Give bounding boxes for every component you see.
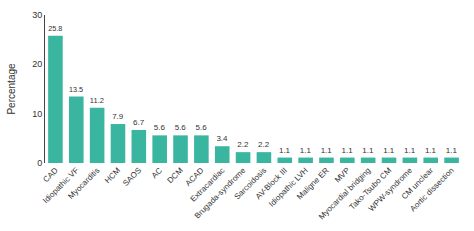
svg-text:5.6: 5.6 xyxy=(154,123,166,132)
svg-text:1.1: 1.1 xyxy=(404,146,416,155)
svg-text:CAD: CAD xyxy=(41,166,59,184)
svg-text:25.8: 25.8 xyxy=(48,24,62,33)
svg-text:AV-Block III: AV-Block III xyxy=(254,166,289,201)
svg-text:1.1: 1.1 xyxy=(279,146,291,155)
svg-text:Maligne ER: Maligne ER xyxy=(295,166,331,202)
svg-text:6.7: 6.7 xyxy=(133,118,145,127)
svg-text:1.1: 1.1 xyxy=(362,146,374,155)
svg-text:Brugada-syndrome: Brugada-syndrome xyxy=(193,165,248,220)
svg-text:13.5: 13.5 xyxy=(69,85,83,94)
svg-text:2.2: 2.2 xyxy=(258,140,270,149)
svg-text:11.2: 11.2 xyxy=(90,96,104,105)
svg-text:MVP: MVP xyxy=(333,166,352,185)
svg-text:1.1: 1.1 xyxy=(321,146,333,155)
svg-text:Idiopathic LVH: Idiopathic LVH xyxy=(267,166,310,209)
svg-text:2.2: 2.2 xyxy=(237,140,249,149)
svg-text:AC: AC xyxy=(150,166,164,180)
svg-text:20: 20 xyxy=(32,59,42,69)
svg-text:Aortic dissection: Aortic dissection xyxy=(408,166,456,214)
svg-text:10: 10 xyxy=(32,109,42,119)
svg-text:WPW-syndrome: WPW-syndrome xyxy=(367,165,415,213)
svg-text:Myocardial bridging: Myocardial bridging xyxy=(317,166,372,221)
svg-text:Extracardiac: Extracardiac xyxy=(189,166,227,204)
svg-text:1.1: 1.1 xyxy=(383,146,395,155)
svg-text:1.1: 1.1 xyxy=(425,146,437,155)
svg-text:Percentage: Percentage xyxy=(6,63,17,115)
svg-text:CM unclear: CM unclear xyxy=(400,166,436,202)
svg-text:SAOS: SAOS xyxy=(121,166,143,188)
svg-text:Sarcoidosis: Sarcoidosis xyxy=(233,166,269,202)
svg-text:3.4: 3.4 xyxy=(216,134,228,143)
svg-text:DCM: DCM xyxy=(166,166,185,185)
svg-text:5.6: 5.6 xyxy=(196,123,208,132)
svg-text:Tako-Tsubo CM: Tako-Tsubo CM xyxy=(348,166,394,212)
svg-text:Idiopathic VF: Idiopathic VF xyxy=(41,166,80,205)
svg-text:ACAD: ACAD xyxy=(184,166,206,188)
svg-text:5.6: 5.6 xyxy=(175,123,187,132)
svg-text:1.1: 1.1 xyxy=(300,146,312,155)
svg-text:30: 30 xyxy=(32,10,42,20)
svg-text:Myocarditis: Myocarditis xyxy=(66,166,101,201)
svg-text:HCM: HCM xyxy=(103,166,122,185)
svg-text:1.1: 1.1 xyxy=(341,146,353,155)
svg-text:1.1: 1.1 xyxy=(446,146,458,155)
svg-text:0: 0 xyxy=(37,158,42,168)
svg-text:7.9: 7.9 xyxy=(112,112,124,121)
